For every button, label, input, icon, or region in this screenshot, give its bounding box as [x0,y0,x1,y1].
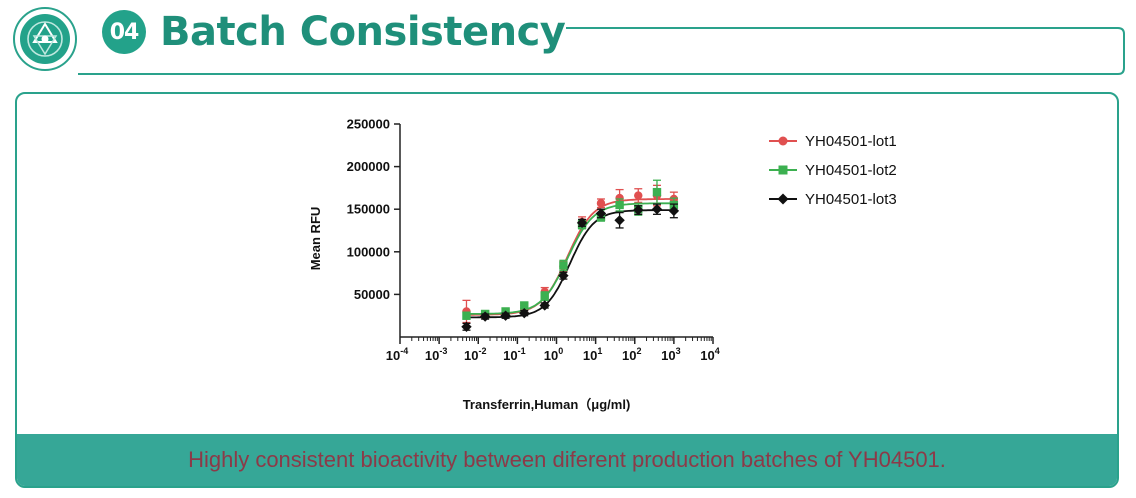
y-tick-label: 50000 [354,287,390,302]
chart-axes: 50000 100000 150000 200000 250000 10-4 10-3 10-… [308,117,720,413]
legend-label: YH04501-lot1 [805,133,897,150]
data-point-lot3 [539,300,550,311]
y-tick-label: 100000 [347,244,390,259]
data-point-lot3 [633,204,644,216]
x-tick-label: 104 [700,346,719,363]
data-point-lot2 [559,261,568,270]
data-point-lot2 [652,187,662,197]
data-point-lot3 [614,215,625,226]
legend-label: YH04501-lot2 [805,162,897,179]
legend-label: YH04501-lot3 [805,191,897,208]
fit-curve-2 [466,202,674,315]
y-tick-label: 200000 [347,159,390,174]
legend-marker [778,165,788,175]
y-tick-label: 250000 [347,117,390,132]
page-title: Batch Consistency [160,9,566,55]
x-tick-label: 10-1 [503,346,525,363]
data-point-lot3 [668,205,680,217]
legend-marker [777,193,789,205]
y-tick-label: 150000 [347,202,390,217]
x-tick-label: 10-3 [425,346,447,363]
data-point-lot3 [461,321,472,332]
legend: YH04501-lot1 YH04501-lot2 YH04501-lot3 [769,133,897,208]
data-point-lot3 [651,204,663,215]
x-tick-label: 10-4 [386,346,408,363]
x-tick-label: 10-2 [464,346,486,363]
x-axis-label: Transferrin,Human（μg/ml) [463,397,631,412]
data-point-lot1 [615,193,624,203]
data-point-lot3 [479,311,491,322]
fit-curve-1 [466,198,674,316]
data-points [461,179,680,332]
chart: 50000 100000 150000 200000 250000 10-4 10-3 10-… [308,117,897,413]
data-point-lot1 [634,191,643,200]
x-tick-label: 101 [583,346,602,363]
data-point-lot3 [558,270,569,281]
data-point-lot1 [596,199,606,208]
x-tick-label: 103 [661,346,680,363]
fit-curve-3 [466,209,674,319]
x-tick-label: 100 [544,346,563,363]
legend-marker [778,136,788,146]
x-tick-label: 102 [622,346,641,363]
caption-banner: Highly consistent bioactivity between di… [17,434,1117,486]
data-point-lot3 [595,208,607,219]
data-point-lot2 [540,291,549,301]
section-number-badge: 04 [102,10,146,54]
y-axis-label: Mean RFU [308,207,323,271]
content-panel: 50000 100000 150000 200000 250000 10-4 10-3 10-… [15,92,1119,488]
data-point-lot2 [615,200,624,210]
logo-icon [13,7,77,71]
fit-curves [466,198,674,319]
caption-text: Highly consistent bioactivity between di… [188,447,946,472]
data-point-lot3 [576,217,588,229]
data-point-lot3 [500,310,511,321]
data-point-lot2 [462,311,471,320]
data-point-lot2 [520,301,529,310]
